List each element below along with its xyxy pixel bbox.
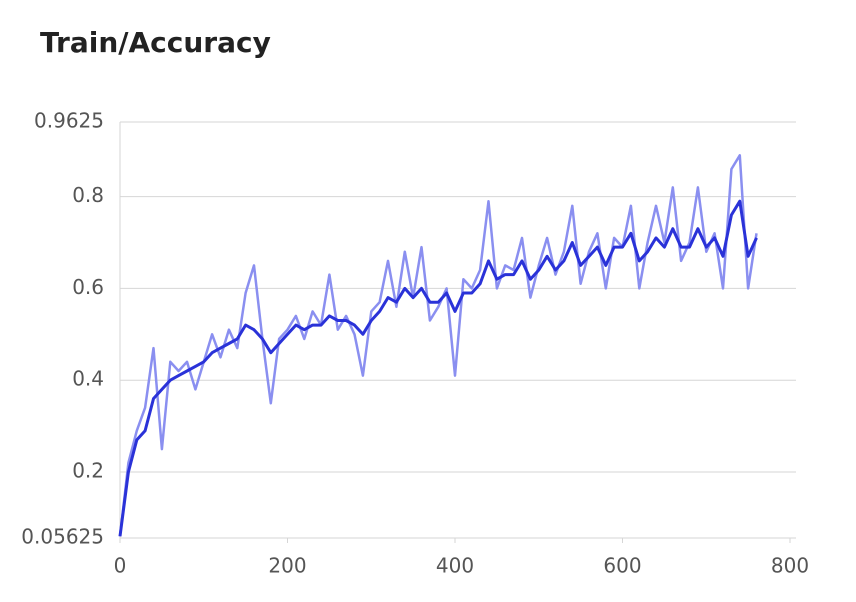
series-line [118, 199, 758, 537]
y-tick-label: 0.8 [72, 183, 104, 207]
y-tick-label: 0.2 [72, 459, 104, 483]
x-tick-label: 600 [603, 554, 641, 578]
y-tick-label: 0.9625 [34, 109, 104, 133]
x-tick-label: 200 [268, 554, 306, 578]
x-tick-label: 800 [771, 554, 809, 578]
y-tick-label: 0.6 [72, 275, 104, 299]
x-tick-label: 400 [436, 554, 474, 578]
series-line [118, 154, 758, 537]
y-tick-label: 0.4 [72, 367, 104, 391]
x-tick-label: 0 [114, 554, 127, 578]
chart-title: Train/Accuracy [40, 26, 271, 59]
y-tick-label: 0.05625 [21, 525, 104, 549]
